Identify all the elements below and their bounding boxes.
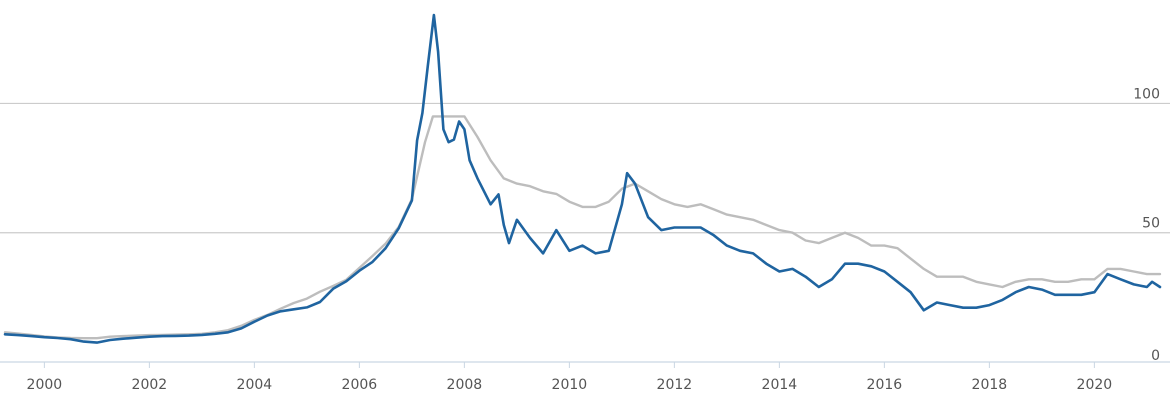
x-tick-label: 2020	[1077, 377, 1113, 393]
y-tick-label: 100	[1133, 86, 1160, 102]
x-tick-label: 2002	[132, 377, 168, 393]
y-tick-labels: 0 50 100	[1133, 86, 1160, 364]
series-line-1	[3, 13, 1162, 344]
x-tick-label: 2000	[27, 377, 63, 393]
x-tick-label: 2016	[867, 377, 903, 393]
x-tick-label: 2012	[657, 377, 693, 393]
x-tick-labels: 2000 2002 2004 2006 2008 2010 2012 2014 2016 2018…	[27, 377, 1113, 393]
x-axis	[0, 361, 1170, 368]
x-tick-label: 2010	[552, 377, 588, 393]
series-lines	[3, 13, 1162, 344]
y-tick-label: 0	[1151, 348, 1160, 364]
x-tick-label: 2006	[342, 377, 378, 393]
x-tick-label: 2004	[237, 377, 273, 393]
grid-lines	[0, 102, 1170, 234]
y-tick-label: 50	[1142, 216, 1160, 232]
x-tick-label: 2008	[447, 377, 483, 393]
x-tick-label: 2018	[972, 377, 1008, 393]
x-tick-label: 2014	[762, 377, 798, 393]
